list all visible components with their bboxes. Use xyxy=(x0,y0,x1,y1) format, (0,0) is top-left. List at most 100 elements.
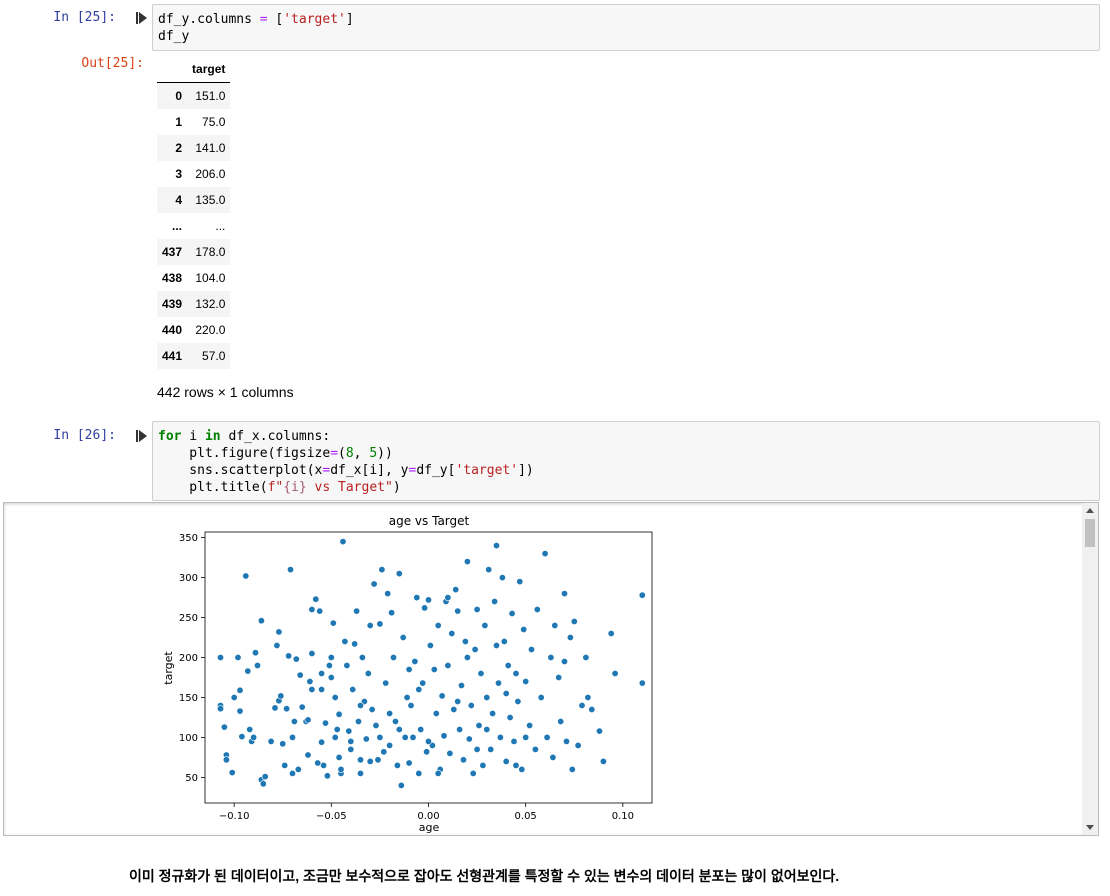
data-point xyxy=(316,607,324,615)
output-scroll-area[interactable]: age vs Target −0.10 −0.05 0.00 0.05 0.10 50 10… xyxy=(3,502,1099,836)
data-point xyxy=(417,726,425,734)
row-index: 4 xyxy=(175,193,183,207)
data-point xyxy=(368,706,376,714)
x-tick-label: 0.10 xyxy=(612,811,634,822)
data-point xyxy=(308,686,316,694)
scroll-down-icon[interactable] xyxy=(1086,825,1094,830)
data-point xyxy=(473,745,481,753)
data-point xyxy=(238,733,246,741)
data-point xyxy=(366,757,374,765)
data-point xyxy=(421,604,429,612)
row-index: 439 xyxy=(162,297,183,311)
data-point xyxy=(254,662,262,670)
row-value: 178.0 xyxy=(195,245,226,259)
data-point xyxy=(343,662,351,670)
scroll-thumb[interactable] xyxy=(1085,519,1095,547)
data-point xyxy=(382,679,390,687)
data-point xyxy=(285,652,293,660)
row-index: 3 xyxy=(175,167,183,181)
data-point xyxy=(228,769,236,777)
data-point xyxy=(354,718,362,726)
data-point xyxy=(395,570,403,578)
dataframe-table: target 0 151.0 1 75.0 2 141.0 3 206.0 4 135.0....… xyxy=(157,55,231,369)
data-point xyxy=(246,726,254,734)
data-point xyxy=(555,674,563,682)
data-point xyxy=(469,769,477,777)
data-point xyxy=(489,710,497,718)
data-point xyxy=(405,759,413,767)
data-point xyxy=(452,586,460,594)
data-point xyxy=(389,654,397,662)
data-point xyxy=(611,670,619,678)
run-cell-icon[interactable] xyxy=(136,429,148,443)
data-point xyxy=(277,692,285,700)
run-cell-icon[interactable] xyxy=(136,11,148,25)
row-value: 206.0 xyxy=(195,167,226,181)
data-point xyxy=(454,607,462,615)
data-point xyxy=(304,716,312,724)
data-point xyxy=(386,741,394,749)
data-point xyxy=(496,733,504,741)
data-point xyxy=(477,670,485,678)
x-tick-label: −0.10 xyxy=(219,811,250,822)
data-point xyxy=(454,698,462,706)
data-point xyxy=(230,694,238,702)
data-point xyxy=(463,558,471,566)
data-point xyxy=(234,654,242,662)
data-point xyxy=(395,726,403,734)
data-point xyxy=(399,634,407,642)
code-cell-25[interactable]: df_y.columns = ['target'] df_y xyxy=(152,4,1100,51)
data-point xyxy=(570,618,578,626)
data-point xyxy=(560,658,568,666)
data-point xyxy=(475,722,483,730)
row-index: 438 xyxy=(162,271,183,285)
data-point xyxy=(401,733,409,741)
data-point xyxy=(456,726,464,734)
row-value: 132.0 xyxy=(195,297,226,311)
data-point xyxy=(510,737,518,745)
data-point xyxy=(339,538,347,546)
data-point xyxy=(220,723,228,731)
data-point xyxy=(543,733,551,741)
data-point xyxy=(267,737,275,745)
data-point xyxy=(374,756,382,764)
row-index: ... xyxy=(172,219,183,233)
data-point xyxy=(283,705,291,713)
data-point xyxy=(541,550,549,558)
data-point xyxy=(547,654,555,662)
scatter-chart: age vs Target −0.10 −0.05 0.00 0.05 0.10 50 10… xyxy=(162,514,653,834)
data-point xyxy=(549,753,557,761)
data-point xyxy=(551,622,559,630)
data-point xyxy=(518,765,526,773)
table-row: 2 141.0 xyxy=(157,135,231,161)
scroll-up-icon[interactable] xyxy=(1086,508,1094,513)
in-prompt-25: In [25]: xyxy=(53,10,116,25)
data-point xyxy=(485,566,493,574)
data-point xyxy=(526,722,534,730)
data-point xyxy=(318,670,326,678)
data-point xyxy=(217,654,225,662)
data-point xyxy=(318,738,326,746)
code-cell-26[interactable]: for i in df_x.columns: plt.figure(figsiz… xyxy=(152,421,1100,501)
data-point xyxy=(471,646,479,654)
data-point xyxy=(419,679,427,687)
data-point xyxy=(415,686,423,694)
y-tick-label: 100 xyxy=(179,733,198,744)
data-point xyxy=(533,606,541,614)
row-index: 440 xyxy=(162,323,183,337)
data-point xyxy=(448,630,456,638)
data-point xyxy=(323,772,331,780)
data-point xyxy=(314,759,322,767)
y-tick-label: 50 xyxy=(185,773,198,784)
data-point xyxy=(444,662,452,670)
data-point xyxy=(391,718,399,726)
data-point xyxy=(492,542,500,550)
data-point xyxy=(372,722,380,730)
data-point xyxy=(320,761,328,769)
data-point xyxy=(335,710,343,718)
data-point xyxy=(514,698,522,706)
in-prompt-26: In [26]: xyxy=(53,428,116,443)
table-row: 439 132.0 xyxy=(157,291,231,317)
data-point xyxy=(279,740,287,748)
vertical-scrollbar[interactable] xyxy=(1082,503,1098,835)
